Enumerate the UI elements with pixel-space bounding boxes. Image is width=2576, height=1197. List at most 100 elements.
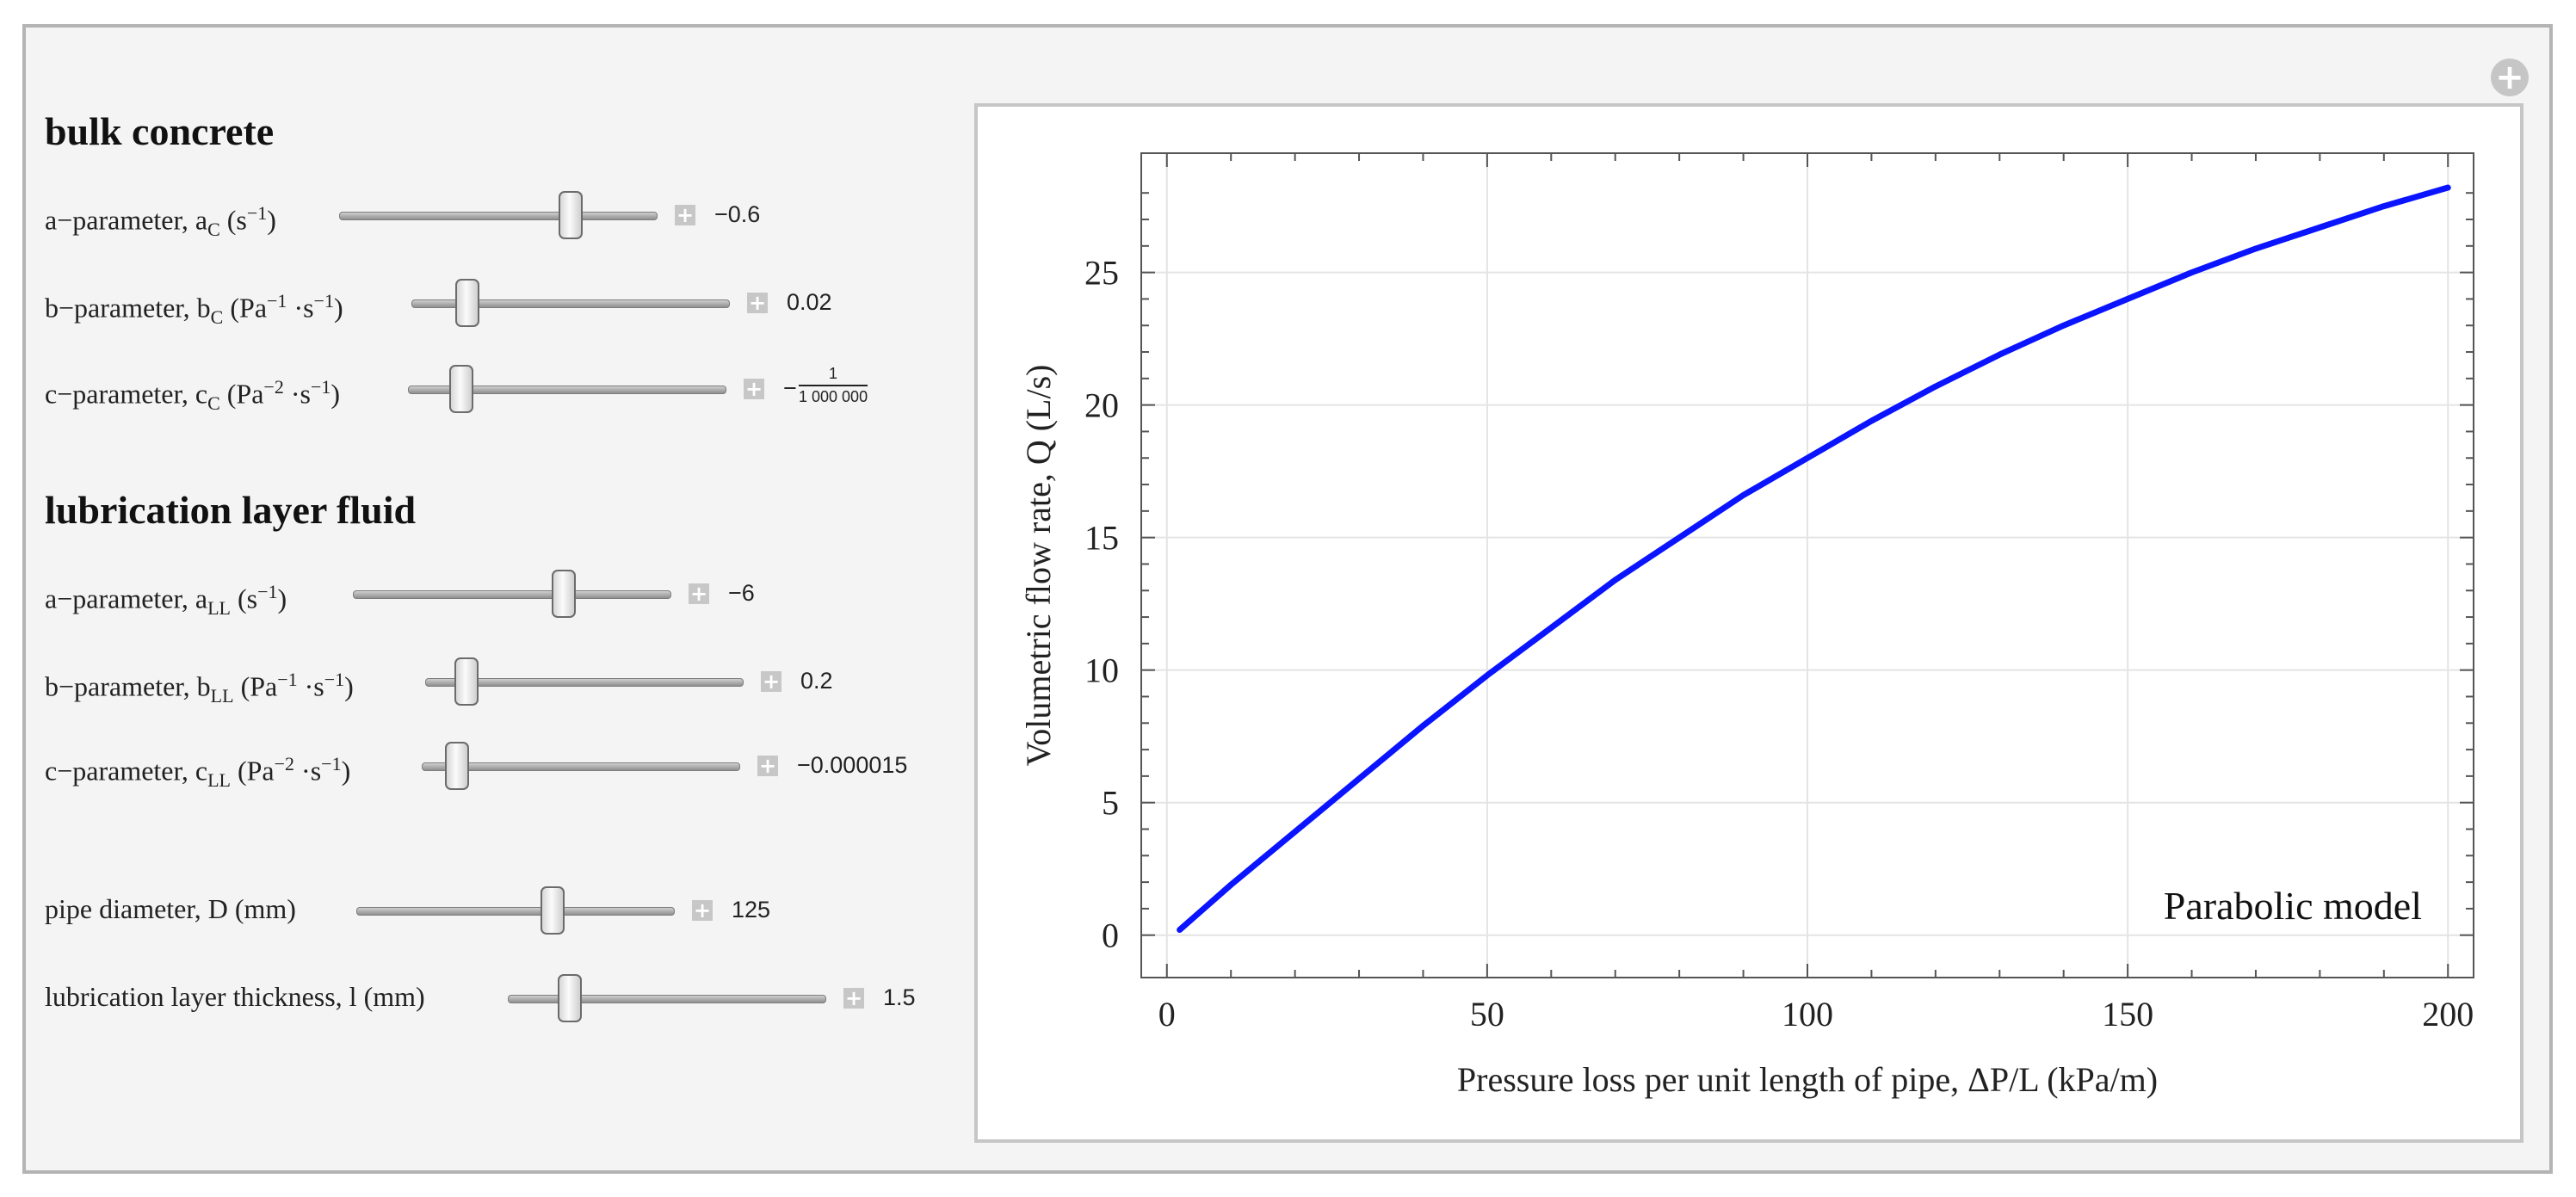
curve-point	[1486, 675, 1488, 676]
y-tick-label: 0	[1102, 916, 1119, 955]
label-part: −1	[324, 669, 345, 690]
label-a-c: a−parameter, aC (s−1)	[45, 196, 276, 247]
slider-thumb-pipe-diameter[interactable]	[541, 886, 565, 935]
label-part: (s	[219, 204, 247, 236]
slider-track-b-c[interactable]	[411, 299, 730, 308]
curve-point	[1935, 386, 1937, 387]
label-part: pipe diameter, D (mm)	[45, 893, 296, 924]
label-part: )	[267, 204, 276, 236]
y-tick-label: 5	[1102, 784, 1119, 823]
label-a-ll: a−parameter, aLL (s−1)	[45, 575, 287, 626]
value-b-ll: 0.2	[800, 668, 833, 694]
slider-track-layer-thickness[interactable]	[508, 995, 826, 1003]
curve-point	[1743, 494, 1745, 496]
label-part: (Pa	[233, 670, 278, 702]
label-part: )	[341, 755, 351, 787]
expand-slider-icon[interactable]: +	[692, 898, 713, 922]
label-part: ·s	[297, 670, 324, 702]
value-c-ll: −0.000015	[797, 752, 908, 778]
expand-slider-icon[interactable]: +	[675, 203, 695, 227]
label-part: a−parameter, a	[45, 583, 208, 614]
label-part: c−parameter, c	[45, 378, 208, 410]
value-a-ll: −6	[728, 580, 755, 606]
label-b-ll: b−parameter, bLL (Pa−1 ·s−1)	[45, 663, 354, 713]
slider-thumb-b-c[interactable]	[455, 279, 479, 327]
expand-options-icon[interactable]: +	[2491, 59, 2529, 96]
slider-thumb-a-c[interactable]	[559, 191, 583, 239]
expand-slider-icon[interactable]: +	[757, 754, 778, 778]
slider-thumb-layer-thickness[interactable]	[557, 974, 582, 1022]
label-part: lubrication layer thickness, l (mm)	[45, 981, 425, 1012]
x-tick-label: 50	[1470, 995, 1504, 1033]
fraction-denominator: 1 000 000	[799, 388, 868, 405]
label-part: )	[277, 583, 287, 614]
value-a-c: −0.6	[714, 201, 761, 227]
value-layer-thickness: 1.5	[883, 984, 916, 1010]
label-part: (Pa	[219, 378, 264, 410]
label-part: ·s	[294, 755, 322, 787]
label-part: c−parameter, c	[45, 755, 208, 787]
label-part: −1	[277, 669, 298, 690]
x-tick-label: 100	[1782, 995, 1833, 1033]
label-layer-thickness: lubrication layer thickness, l (mm)	[45, 979, 425, 1014]
slider-track-b-ll[interactable]	[425, 678, 744, 687]
slider-track-c-c[interactable]	[408, 386, 726, 394]
label-part: b−parameter, b	[45, 292, 211, 324]
curve-point	[1678, 537, 1680, 539]
label-part: −1	[267, 290, 287, 312]
label-part: −1	[246, 202, 268, 224]
label-part: −1	[310, 376, 331, 398]
plot-panel: 0 50 100 150 200 0 5 10 15 20 25 Parabolic model Pre…	[974, 103, 2523, 1143]
slider-track-a-c[interactable]	[339, 212, 658, 220]
curve-point	[1422, 725, 1424, 726]
label-part: ·s	[283, 378, 311, 410]
slider-thumb-b-ll[interactable]	[454, 657, 479, 706]
expand-slider-icon[interactable]: +	[761, 669, 781, 694]
slider-track-c-ll[interactable]	[422, 762, 740, 771]
label-part: C	[207, 219, 220, 241]
expand-slider-icon[interactable]: +	[747, 291, 768, 315]
y-axis-label: Volumetric flow rate, Q (L/s)	[1019, 365, 1058, 767]
expand-slider-icon[interactable]: +	[689, 582, 709, 606]
slider-thumb-a-ll[interactable]	[552, 570, 577, 618]
slider-thumb-c-ll[interactable]	[445, 742, 470, 790]
x-axis-label: Pressure loss per unit length of pipe, Δ…	[1457, 1060, 2158, 1099]
expand-slider-icon[interactable]: +	[843, 986, 864, 1010]
label-part: (Pa	[223, 292, 268, 324]
label-part: −1	[321, 753, 342, 774]
curve-point	[1358, 778, 1360, 780]
label-part: b−parameter, b	[45, 670, 211, 702]
label-part: (Pa	[230, 755, 275, 787]
flow-rate-curve	[1177, 184, 2451, 934]
value-fraction-c-c: 1 1 000 000	[799, 365, 868, 406]
section-title-bulk: bulk concrete	[45, 109, 275, 153]
label-part: LL	[210, 685, 234, 707]
label-part: (s	[230, 583, 258, 614]
label-part: LL	[207, 597, 231, 620]
curve-point	[2063, 324, 2065, 326]
y-tick-label: 10	[1084, 651, 1119, 690]
label-part: −2	[263, 376, 284, 398]
label-c-ll: c−parameter, cLL (Pa−2 ·s−1)	[45, 747, 350, 798]
value-sign: −	[783, 375, 797, 401]
slider-track-pipe-diameter[interactable]	[356, 907, 675, 916]
label-part: a−parameter, a	[45, 204, 208, 236]
x-tick-label: 0	[1158, 995, 1176, 1033]
label-part: ·s	[287, 292, 314, 324]
curve-point	[2191, 272, 2193, 274]
curve-point	[1179, 929, 1181, 931]
slider-thumb-c-c[interactable]	[448, 365, 473, 413]
slider-track-a-ll[interactable]	[353, 590, 671, 599]
label-part: C	[207, 392, 220, 415]
label-part: )	[330, 378, 341, 410]
label-pipe-diameter: pipe diameter, D (mm)	[45, 892, 296, 926]
fraction-numerator: 1	[799, 365, 868, 386]
expand-slider-icon[interactable]: +	[744, 377, 764, 401]
label-part: −1	[313, 290, 334, 312]
flow-rate-chart: 0 50 100 150 200 0 5 10 15 20 25 Parabolic model Pre…	[1019, 152, 2474, 1099]
label-part: C	[210, 306, 224, 329]
section-title-lubrication: lubrication layer fluid	[45, 488, 417, 532]
x-tick-label: 150	[2102, 995, 2153, 1033]
value-pipe-diameter: 125	[732, 897, 771, 922]
label-b-c: b−parameter, bC (Pa−1 ·s−1)	[45, 284, 343, 335]
